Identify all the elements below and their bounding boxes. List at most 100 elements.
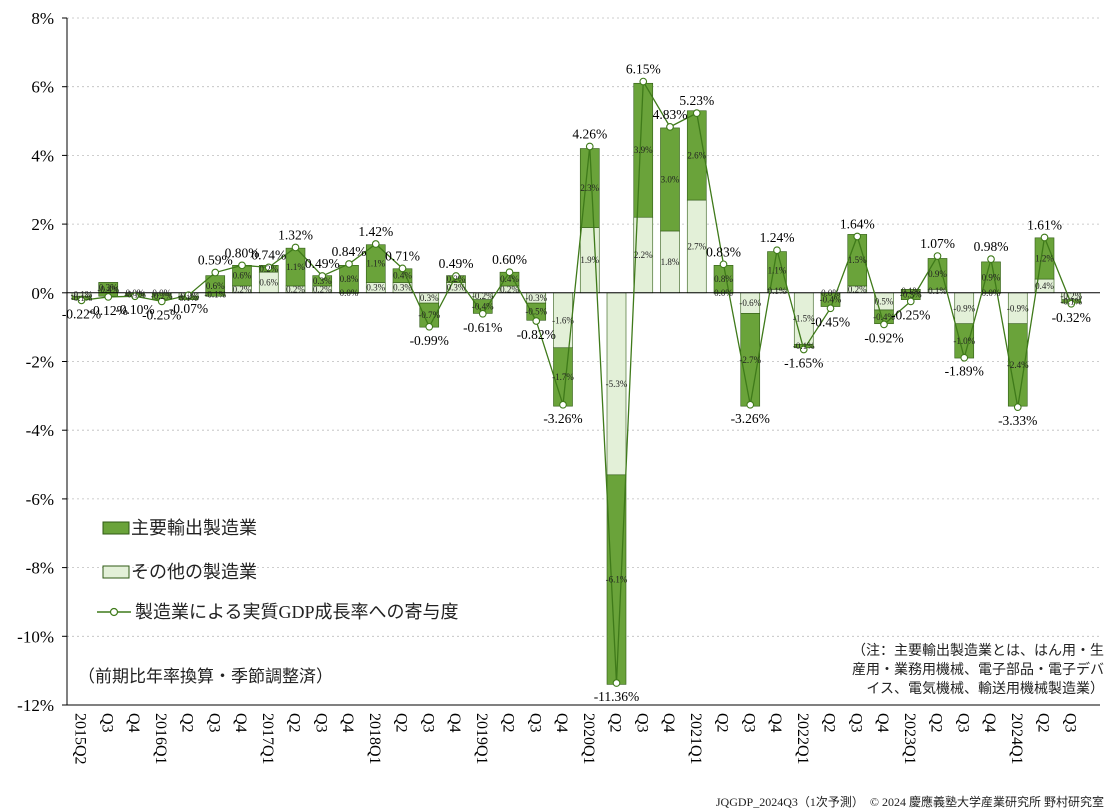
total-value-label: 4.26% — [572, 126, 607, 141]
total-value-label: -11.36% — [594, 689, 640, 704]
main-export-value-label: -6.1% — [606, 575, 628, 585]
main-export-value-label: 2.3% — [580, 183, 599, 193]
x-tick-label: 2019Q1 — [473, 713, 490, 765]
contribution-line-path — [81, 79, 1072, 684]
x-tick-label: Q3 — [633, 713, 650, 733]
main-export-value-label: 0.9% — [928, 269, 947, 279]
total-value-label: -3.26% — [543, 411, 582, 426]
main-export-value-label: 0.4% — [500, 274, 519, 284]
main-export-value-label: 1.1% — [366, 259, 385, 269]
contribution-point — [505, 268, 514, 277]
main-export-value-label: 3.9% — [634, 145, 653, 155]
total-value-label: 6.15% — [626, 62, 661, 77]
contribution-point — [211, 268, 220, 277]
y-tick-label: -6% — [26, 490, 54, 509]
contribution-point — [77, 296, 86, 305]
x-tick-label: Q2 — [286, 713, 303, 733]
main-export-value-label: 3.0% — [661, 174, 680, 184]
contribution-point — [1013, 403, 1022, 412]
contribution-point — [719, 260, 728, 269]
y-tick-label: 4% — [31, 146, 54, 165]
total-value-label: 0.49% — [305, 256, 340, 271]
main-export-value-label: 1.1% — [768, 265, 787, 275]
other-value-label: 0.3% — [366, 283, 385, 293]
main-export-value-label: 0.9% — [982, 272, 1001, 282]
x-tick-label: Q2 — [393, 713, 410, 733]
y-tick-label: 6% — [31, 78, 54, 97]
x-tick-label: Q3 — [312, 713, 329, 733]
other-value-label: 0.2% — [848, 284, 867, 294]
x-tick-label: Q2 — [1035, 713, 1052, 733]
other-value-label: -0.2% — [178, 291, 200, 301]
total-value-label: -0.99% — [410, 333, 449, 348]
contribution-point — [104, 293, 113, 301]
x-tick-label: Q2 — [179, 713, 196, 733]
contribution-point — [933, 252, 942, 260]
x-tick-label: Q3 — [1061, 713, 1078, 733]
contribution-point — [799, 345, 808, 354]
other-value-label: 2.7% — [687, 241, 706, 251]
contribution-point — [826, 304, 835, 313]
other-value-label: -0.3% — [525, 293, 547, 303]
contribution-point — [371, 240, 380, 248]
main-export-value-label: 0.6% — [233, 271, 252, 281]
contribution-point — [666, 123, 674, 131]
main-export-value-label: -2.4% — [1007, 360, 1029, 370]
total-value-label: 0.84% — [332, 244, 367, 259]
other-value-label: 0.1% — [901, 286, 920, 296]
x-tick-label: Q3 — [740, 713, 757, 733]
main-export-value-label: 1.5% — [848, 255, 867, 265]
legend-swatch-main-export — [102, 521, 130, 535]
other-value-label: 0.2% — [286, 284, 305, 294]
x-tick-label: 2023Q1 — [901, 713, 918, 765]
other-value-label: 0.5% — [875, 296, 894, 306]
x-tick-label: 2020Q1 — [580, 713, 597, 765]
total-value-label: -0.92% — [864, 330, 903, 345]
note-line-3: イス、電気機械、輸送用機械製造業） — [866, 681, 1104, 697]
other-value-label: 0.3% — [420, 293, 439, 303]
total-value-label: -1.89% — [945, 364, 984, 379]
total-value-label: 1.24% — [760, 230, 795, 245]
total-value-label: -0.25% — [891, 307, 930, 322]
x-tick-label: Q3 — [954, 713, 971, 733]
contribution-point — [612, 679, 621, 687]
y-tick-label: 0% — [31, 284, 54, 303]
other-value-label: -1.6% — [552, 315, 574, 325]
other-value-label: 0.3% — [447, 283, 466, 293]
total-value-label: 0.71% — [385, 248, 420, 263]
total-value-label: -0.61% — [463, 320, 502, 335]
total-value-label: -3.26% — [731, 411, 770, 426]
contribution-point — [318, 272, 327, 280]
main-export-value-label: 0.4% — [393, 271, 412, 281]
legend-label-other: その他の製造業 — [131, 562, 257, 582]
y-tick-label: 8% — [31, 9, 54, 28]
y-tick-label: -2% — [26, 353, 54, 372]
total-value-label: -0.82% — [517, 327, 556, 342]
contribution-point — [585, 142, 594, 151]
main-export-value-label: 0.1% — [179, 293, 198, 303]
x-tick-label: Q4 — [660, 713, 677, 733]
x-tick-label: Q4 — [553, 713, 570, 733]
total-value-label: 0.59% — [198, 253, 233, 268]
contribution-point — [184, 291, 193, 300]
main-export-value-label: 1.2% — [1035, 253, 1054, 263]
main-export-value-label: -0.4% — [820, 295, 842, 305]
other-value-label: 0.2% — [233, 284, 252, 294]
y-tick-label: -12% — [17, 696, 54, 715]
total-value-label: -0.22% — [62, 306, 101, 321]
other-value-label: 1.9% — [580, 255, 599, 265]
main-export-value-label: 0.6% — [206, 281, 225, 291]
main-export-value-label: -1.0% — [953, 336, 975, 346]
other-value-label: -0.9% — [953, 303, 975, 313]
total-value-label: 0.49% — [439, 256, 474, 271]
other-value-label: 0.0% — [340, 288, 359, 298]
legend-line-marker — [109, 607, 119, 617]
contribution-point — [960, 353, 969, 362]
other-value-label: -0.6% — [739, 298, 761, 308]
main-export-value-label: 0.8% — [340, 274, 359, 284]
contribution-point — [746, 400, 755, 409]
data-labels: -0.1%-0.1%0.3%-0.4% 0.0%-0.1% 0.0%-0.2% -0.… — [62, 62, 1091, 704]
total-value-label: -0.25% — [142, 307, 181, 322]
note-line-1: （注：主要輸出製造業とは、はん用・生 — [852, 643, 1104, 659]
main-export-value-label: -2.7% — [739, 355, 761, 365]
